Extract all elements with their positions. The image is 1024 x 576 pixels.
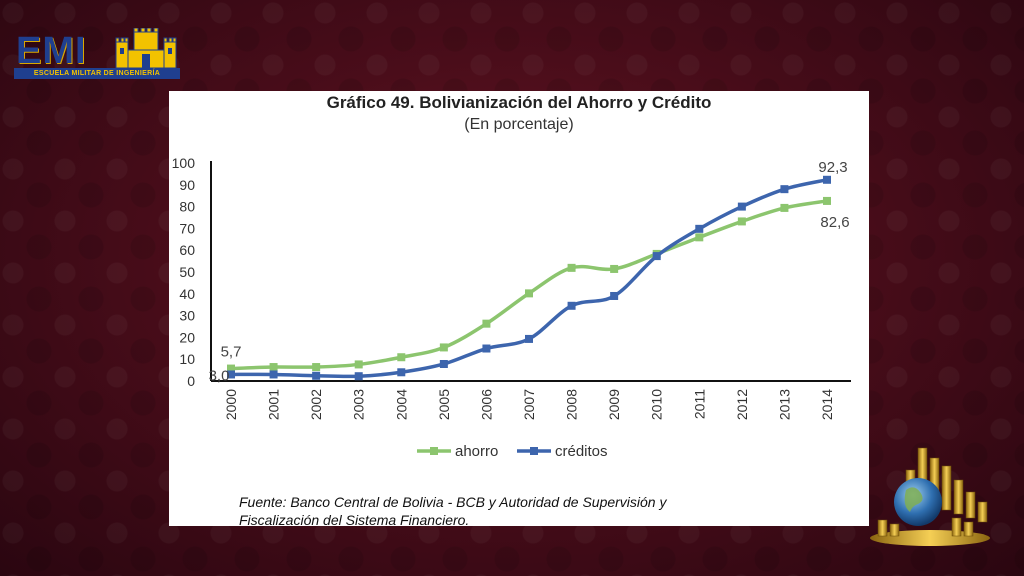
chart-title: Gráfico 49. Bolivianización del Ahorro y… [326,93,712,112]
x-tick-label: 2010 [649,389,665,420]
data-point-ahorro [823,196,831,205]
data-point-créditos [737,202,746,211]
x-tick-label: 2014 [819,389,835,420]
legend-marker-créditos [530,447,538,455]
data-point-créditos [439,359,448,368]
x-tick-label: 2000 [223,389,239,420]
legend-marker-ahorro [430,447,438,455]
y-tick-label: 90 [179,177,195,193]
data-point-créditos [227,370,235,379]
data-point-créditos [823,175,831,184]
legend-label-créditos: créditos [555,443,608,460]
source-line-2: Fiscalización del Sistema Financiero. [239,512,470,528]
y-tick-label: 20 [179,329,195,345]
data-point-ahorro [567,263,576,272]
y-tick-label: 70 [179,220,195,236]
data-point-créditos [482,344,491,353]
y-tick-label: 0 [187,373,195,389]
x-tick-label: 2011 [691,389,707,419]
data-point-ahorro [312,363,321,372]
data-point-créditos [780,185,789,194]
data-label: 5,7 [221,344,242,361]
data-point-ahorro [695,233,704,242]
series-line-ahorro [230,199,828,371]
data-point-ahorro [525,289,533,298]
data-label: 92,3 [818,159,847,176]
y-tick-label: 10 [179,351,195,367]
legend-label-ahorro: ahorro [455,443,498,460]
data-point-ahorro [610,264,619,273]
data-point-créditos [269,370,278,379]
source-note: Fuente: Banco Central de Bolivia - BCB y… [239,493,799,529]
chart-subtitle: (En porcentaje) [464,116,574,133]
castle-icon [115,28,177,68]
source-line-1: Fuente: Banco Central de Bolivia - BCB y… [239,494,667,510]
y-tick-label: 50 [179,264,195,280]
data-point-créditos [567,301,576,310]
y-tick-label: 80 [179,199,195,215]
y-tick-label: 60 [179,242,195,258]
line-chart: 0 10 20 30 40 50 60 70 80 90 100 2000 2001 2002 2003 20… [172,155,851,460]
x-tick-label: 2009 [606,389,622,420]
data-point-créditos [652,252,661,261]
data-point-créditos [525,334,533,343]
x-tick-label: 2012 [734,389,750,420]
x-tick-label: 2008 [564,389,580,420]
data-point-ahorro [482,319,491,328]
coins-globe-icon [870,447,990,546]
data-point-créditos [312,371,321,380]
data-point-créditos [610,291,619,300]
logo-text: EMI [16,30,87,72]
y-tick-label: 40 [179,286,195,302]
x-tick-label: 2001 [266,389,282,420]
data-point-ahorro [227,364,235,373]
data-label: 82,6 [820,214,849,231]
y-tick-label: 100 [172,155,196,171]
x-tick-label: 2005 [436,389,452,420]
x-tick-label: 2007 [521,389,537,420]
data-point-ahorro [439,343,448,352]
data-label: 3,0 [209,367,230,384]
data-point-ahorro [269,363,278,372]
x-tick-label: 2003 [351,389,367,420]
logo-band: ESCUELA MILITAR DE INGENIERÍA [14,68,180,79]
data-point-ahorro [354,360,363,369]
data-point-ahorro [780,203,789,212]
x-tick-label: 2004 [393,389,409,420]
data-point-ahorro [737,217,746,226]
data-point-créditos [695,224,704,233]
y-tick-label: 30 [179,308,195,324]
data-point-ahorro [397,353,406,362]
x-tick-label: 2006 [478,389,494,420]
data-point-créditos [397,368,406,377]
x-tick-label: 2013 [776,389,792,420]
series-line-créditos [230,178,828,379]
x-tick-label: 2002 [308,389,324,420]
emi-logo: EMI ESCUELA MILITAR DE INGENIERÍA [14,28,182,80]
chart-panel: Gráfico 49. Bolivianización del Ahorro y… [169,91,869,529]
data-point-créditos [354,372,363,381]
